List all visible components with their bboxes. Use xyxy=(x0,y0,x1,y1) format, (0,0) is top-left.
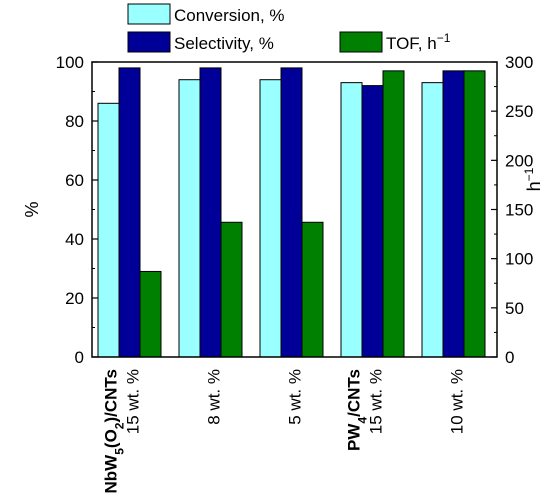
category-label-4: 15 wt. % xyxy=(367,369,386,434)
category-label-text: 15 wt. % xyxy=(367,369,386,434)
group-label-pw-text: PW4/CNTs xyxy=(345,369,370,451)
legend-swatch-2 xyxy=(127,31,171,53)
tick-label-left: 40 xyxy=(65,230,84,249)
tick-label-left: 0 xyxy=(75,348,84,367)
group-label-pw: PW4/CNTs xyxy=(345,369,370,451)
group-label-hnbw-text: HNbW5(O2)/CNTs xyxy=(102,369,127,493)
group-label-part: 4 xyxy=(356,417,370,424)
legend-label-2: Selectivity, % xyxy=(174,34,274,53)
group-label-part: )/CNTs xyxy=(102,369,121,423)
bar-conversion-3 xyxy=(259,79,282,358)
bar-conversion-1 xyxy=(97,102,120,358)
group-label-part: 5 xyxy=(113,448,127,455)
tick-label-right: 250 xyxy=(505,102,533,121)
bar-tof-2 xyxy=(220,221,243,358)
tick-label-left: 80 xyxy=(65,112,84,131)
tick-label-right: 0 xyxy=(505,348,514,367)
ylabel-right-exp: −1 xyxy=(522,167,536,181)
category-label-3: 5 wt. % xyxy=(286,369,305,425)
group-label-hnbw: HNbW5(O2)/CNTs xyxy=(102,369,127,498)
y-axis-title-left: % xyxy=(22,201,42,217)
tick-label-left: 60 xyxy=(65,171,84,190)
tick-label-left: 100 xyxy=(56,53,84,72)
legend: Conversion, % Selectivity, % TOF, h−1 xyxy=(127,3,451,53)
category-label-text: 8 wt. % xyxy=(205,369,224,425)
category-label-5: 10 wt. % xyxy=(448,369,467,434)
bar-conversion-2 xyxy=(178,79,201,358)
bar-tof-5 xyxy=(463,70,486,358)
tick-label-right: 300 xyxy=(505,53,533,72)
y-axis-title-right: h−1 xyxy=(522,167,544,191)
category-label-1: 15 wt. % xyxy=(124,369,143,434)
group-label-part: /CNTs xyxy=(345,369,364,417)
legend-label-base: TOF, h xyxy=(386,34,437,53)
bars xyxy=(97,67,486,358)
legend-label-3: TOF, h−1 xyxy=(386,31,451,53)
bar-selectivity-1 xyxy=(118,67,141,358)
bar-tof-4 xyxy=(382,70,405,358)
legend-label-1: Conversion, % xyxy=(174,6,285,25)
tick-label-right: 50 xyxy=(505,299,524,318)
category-label-2: 8 wt. % xyxy=(205,369,224,425)
group-label-part: HNbW xyxy=(102,454,121,493)
tick-label-right: 100 xyxy=(505,250,533,269)
category-label-text: 5 wt. % xyxy=(286,369,305,425)
bar-tof-1 xyxy=(139,270,162,358)
tick-label-right: 150 xyxy=(505,201,533,220)
bar-selectivity-3 xyxy=(280,67,303,358)
legend-swatch-3 xyxy=(339,31,383,53)
bar-selectivity-4 xyxy=(361,85,384,358)
group-label-part: 2 xyxy=(113,422,127,429)
category-labels: 15 wt. % 8 wt. % 5 wt. % 15 wt. % 10 wt. % HN… xyxy=(102,369,467,498)
ticks: 0 20 40 60 80 100 0 50 100 150 200 250 300 xyxy=(56,53,534,367)
group-label-part: (O xyxy=(102,429,121,448)
category-label-text: 10 wt. % xyxy=(448,369,467,434)
bar-tof-3 xyxy=(301,221,324,358)
category-label-text: 15 wt. % xyxy=(124,369,143,434)
group-label-part: PW xyxy=(345,423,364,451)
tick-label-right: 200 xyxy=(505,151,533,170)
legend-label-exp: −1 xyxy=(437,31,451,45)
legend-swatch-1 xyxy=(127,3,171,25)
bar-selectivity-2 xyxy=(199,67,222,358)
bar-conversion-4 xyxy=(340,82,363,358)
bar-selectivity-5 xyxy=(442,70,465,358)
ylabel-right-base: h xyxy=(524,181,544,191)
tick-label-left: 20 xyxy=(65,289,84,308)
bar-conversion-5 xyxy=(421,82,444,358)
